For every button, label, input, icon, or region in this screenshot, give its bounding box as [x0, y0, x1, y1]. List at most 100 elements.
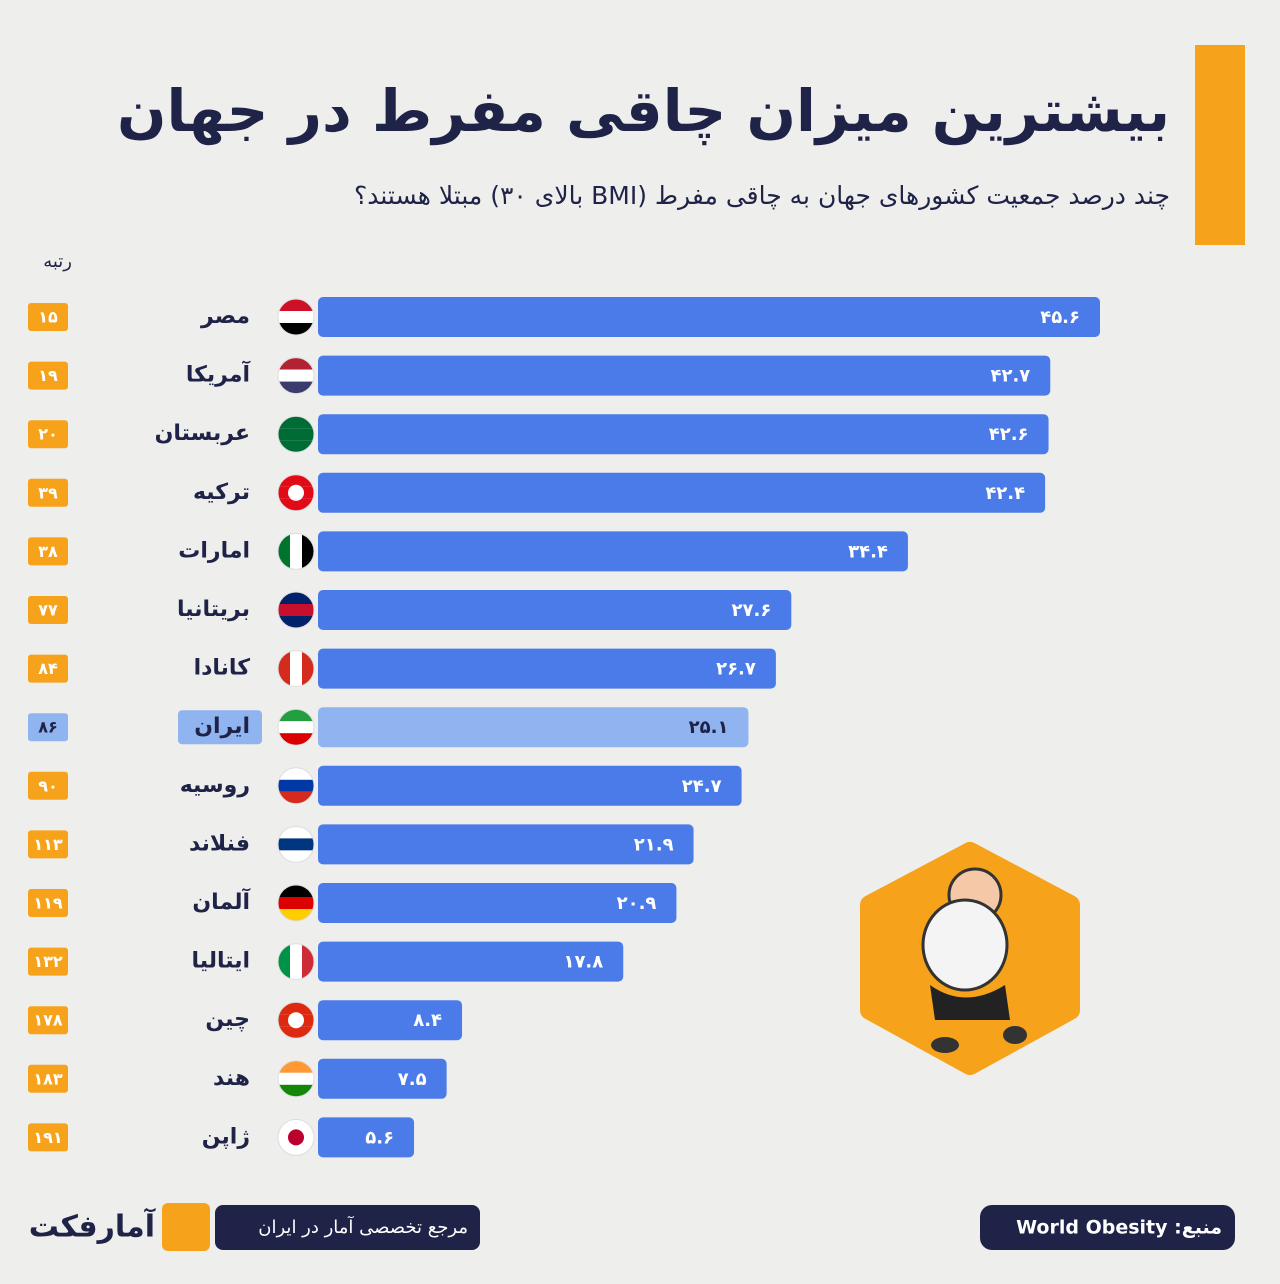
flag-stripe — [278, 826, 314, 839]
flag-stripe — [278, 592, 314, 604]
value-label: ۲۰.۹ — [617, 893, 657, 914]
flag-stripe — [278, 1119, 314, 1132]
rank-box — [28, 303, 68, 331]
rank-label: ۸۴ — [38, 659, 58, 678]
flag-stripe — [278, 474, 314, 487]
category-label: امارات — [178, 538, 250, 563]
value-label: ۱۷.۸ — [563, 952, 603, 973]
flag — [277, 1060, 315, 1098]
category-label: ایتالیا — [191, 949, 250, 974]
flag-stripe — [278, 311, 314, 323]
flag — [277, 825, 315, 863]
category-label: ترکیه — [193, 480, 250, 505]
category-label: فنلاند — [189, 831, 250, 856]
value-label: ۲۱.۹ — [634, 834, 674, 855]
flag-stripe — [278, 1026, 314, 1039]
rank-label: ۱۹۱ — [33, 1128, 62, 1147]
flag-ring — [277, 1060, 315, 1098]
value-label: ۷.۵ — [398, 1069, 427, 1090]
flag — [277, 298, 315, 336]
rank-box — [28, 830, 68, 859]
rank-header: رتبه — [43, 251, 72, 272]
flag-stripe — [278, 885, 314, 897]
bar — [318, 472, 1046, 513]
rank-box — [28, 1123, 68, 1152]
bar — [318, 1000, 463, 1041]
category-label: ژاپن — [202, 1124, 250, 1149]
rank-box — [28, 478, 68, 507]
bar — [318, 590, 792, 630]
flag-ring — [277, 943, 315, 981]
rank-label: ۳۸ — [38, 542, 58, 561]
flag-stripe — [290, 533, 302, 570]
flag-stripe — [278, 779, 314, 792]
flag — [277, 943, 315, 981]
flag-stripe — [278, 498, 314, 511]
flag — [277, 884, 315, 922]
flag-stripe — [278, 1002, 314, 1015]
value-label: ۴۲.۶ — [989, 424, 1029, 445]
flag — [277, 474, 315, 512]
value-label: ۸.۴ — [413, 1010, 442, 1031]
category-label: ایران — [194, 714, 250, 739]
bar — [318, 531, 908, 572]
rank-label: ۹۰ — [38, 776, 58, 795]
flag-ring — [277, 532, 315, 570]
bar — [318, 824, 694, 865]
flag — [277, 1118, 315, 1156]
flag-ring — [277, 884, 315, 922]
rank-label: ۱۱۹ — [33, 894, 63, 913]
rank-box — [28, 1006, 68, 1035]
flag-stripe — [278, 909, 314, 921]
category-label: کانادا — [194, 656, 251, 681]
flag-stripe — [278, 1060, 314, 1073]
flag-stripe — [278, 381, 314, 394]
flag — [277, 357, 315, 395]
flag-stripe — [278, 733, 314, 746]
flag-stripe — [278, 721, 314, 734]
rank-box — [28, 713, 68, 742]
brand-icon — [162, 1203, 210, 1251]
category-label: هند — [213, 1066, 250, 1091]
flag-ring — [277, 298, 315, 336]
flag-stripe — [278, 650, 290, 687]
value-label: ۵.۶ — [365, 1127, 394, 1148]
source: منبع: World Obesity — [1016, 1217, 1222, 1239]
flag-stripe — [290, 943, 302, 980]
flag-ring — [277, 825, 315, 863]
flag-dot — [288, 484, 304, 501]
value-label: ۲۶.۷ — [716, 659, 756, 680]
category-label: عربستان — [155, 421, 250, 446]
rank-box — [28, 420, 68, 449]
flag — [277, 650, 315, 688]
flag-ring — [277, 591, 315, 629]
category-label: آلمان — [192, 887, 250, 915]
rank-box — [28, 771, 68, 800]
value-label: ۲۴.۷ — [682, 776, 722, 797]
flag-stripe — [278, 767, 314, 780]
bar — [318, 765, 742, 806]
flag-ring — [277, 708, 315, 746]
chart-title: بیشترین میزان چاقی مفرط در جهان — [117, 77, 1170, 146]
flag-stripe — [278, 897, 314, 909]
rank-label: ۸۶ — [38, 718, 58, 737]
footer: آمارفکت مرجع تخصصی آمار در ایران منبع: W… — [29, 1203, 1235, 1251]
highlight-box — [178, 710, 262, 745]
rank-label: ۱۹ — [38, 366, 58, 385]
bar — [318, 648, 776, 689]
flag-stripe — [278, 791, 314, 804]
bar — [318, 355, 1051, 396]
flag-ring — [277, 415, 315, 453]
source-pill — [980, 1205, 1235, 1250]
rank-label: ۲۰ — [38, 425, 58, 444]
flag-stripe — [278, 428, 314, 441]
value-label: ۳۴.۴ — [848, 541, 888, 562]
rank-box — [28, 1064, 68, 1093]
flag-stripe — [278, 416, 314, 429]
flag — [277, 591, 315, 629]
flag-ring — [277, 1001, 315, 1039]
rank-label: ۷۷ — [38, 601, 58, 620]
bar — [318, 1117, 415, 1158]
